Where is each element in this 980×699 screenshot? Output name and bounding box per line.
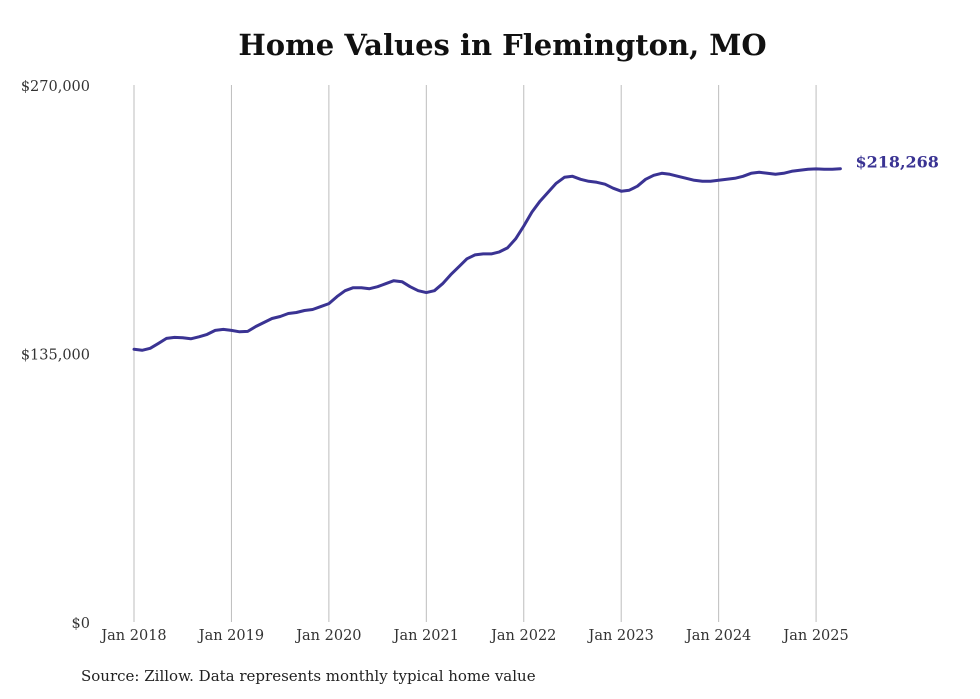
x-tick-label: Jan 2022 [489, 628, 556, 644]
y-tick-label: $0 [72, 616, 90, 632]
y-tick-label: $270,000 [21, 79, 90, 95]
x-tick-label: Jan 2020 [294, 628, 361, 644]
x-tick-label: Jan 2025 [781, 628, 848, 644]
chart-title: Home Values in Flemington, MO [238, 28, 767, 62]
y-axis-tick-labels: $0 $135,000 $270,000 [21, 79, 90, 632]
latest-value-label: $218,268 [855, 153, 939, 172]
vertical-gridlines [133, 85, 817, 622]
x-tick-label: Jan 2019 [197, 628, 264, 644]
home-value-line [132, 167, 842, 352]
x-tick-label: Jan 2023 [587, 628, 654, 644]
x-tick-label: Jan 2021 [392, 628, 459, 644]
x-tick-label: Jan 2024 [684, 628, 751, 644]
y-tick-label: $135,000 [21, 348, 90, 364]
source-note: Source: Zillow. Data represents monthly … [81, 667, 536, 685]
x-tick-label: Jan 2018 [99, 628, 166, 644]
x-axis-tick-labels: Jan 2018 Jan 2019 Jan 2020 Jan 2021 Jan 2022… [99, 628, 848, 644]
